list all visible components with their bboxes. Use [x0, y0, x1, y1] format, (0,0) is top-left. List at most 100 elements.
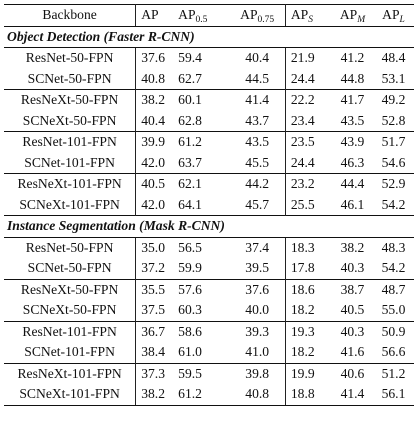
- header-ap: AP: [135, 4, 175, 27]
- header-row: Backbone AP AP0.5 AP0.75 APS APM APL: [4, 4, 414, 27]
- cell-ap75: 39.5: [229, 258, 286, 279]
- table-row: ResNeXt-50-FPN 35.5 57.6 37.6 18.6 38.7 48.7: [4, 278, 414, 300]
- cell-ap75: 41.0: [229, 342, 286, 363]
- cell-aps: 17.8: [290, 260, 315, 275]
- cell-ap75: 40.4: [229, 47, 286, 69]
- header-apm-base: AP: [339, 7, 358, 22]
- cell-ap: 40.5: [135, 173, 175, 195]
- cell-apl: 52.8: [381, 112, 406, 128]
- cell-ap50: 64.1: [178, 196, 202, 212]
- table-row: SCNet-50-FPN 37.2 59.9 39.5 17.8 40.3 54.2: [4, 258, 414, 279]
- cell-ap: 37.2: [141, 260, 165, 275]
- cell-apm: 41.2: [340, 50, 365, 65]
- cell-apl: 53.1: [381, 70, 406, 86]
- header-apl-sub: L: [399, 15, 405, 25]
- cell-ap: 42.0: [141, 154, 165, 170]
- table-row: ResNeXt-101-FPN 37.3 59.5 39.8 19.9 40.6 51.2: [4, 362, 414, 384]
- header-apm: APM: [331, 4, 373, 27]
- cell-apl: 50.9: [372, 320, 414, 342]
- cell-backbone: SCNeXt-101-FPN: [4, 384, 137, 406]
- table-row: SCNeXt-50-FPN 40.4 62.8 43.7 23.4 43.5 52.8: [4, 110, 414, 132]
- cell-ap75: 43.7: [229, 110, 286, 132]
- table-row: SCNeXt-101-FPN 38.2 61.2 40.8 18.8 41.4 56.1: [4, 384, 414, 406]
- cell-backbone: ResNeXt-50-FPN: [4, 89, 137, 111]
- header-ap50-sub: 0.5: [195, 15, 208, 25]
- cell-backbone: SCNeXt-50-FPN: [4, 300, 137, 321]
- table-row: SCNet-101-FPN 42.0 63.7 45.5 24.4 46.3 54.6: [4, 152, 414, 174]
- cell-backbone: SCNeXt-50-FPN: [4, 110, 137, 132]
- cell-ap: 40.4: [141, 112, 165, 128]
- cell-ap75: 37.4: [229, 237, 286, 258]
- section-header: Object Detection (Faster R-CNN): [4, 25, 414, 48]
- cell-backbone: ResNeXt-50-FPN: [4, 278, 137, 300]
- cell-apm: 41.4: [331, 384, 373, 406]
- header-ap75-base: AP: [240, 7, 258, 22]
- cell-aps: 18.2: [290, 302, 315, 317]
- cell-aps: 21.9: [290, 50, 315, 65]
- cell-ap: 35.5: [135, 278, 175, 300]
- cell-ap: 39.9: [135, 131, 175, 153]
- table-row: SCNet-101-FPN 38.4 61.0 41.0 18.2 41.6 56.6: [4, 342, 414, 363]
- cell-ap75: 45.5: [229, 152, 286, 174]
- cell-ap50: 60.3: [178, 302, 202, 317]
- cell-ap50: 56.5: [178, 239, 202, 255]
- header-ap50-base: AP: [178, 7, 196, 22]
- cell-apm: 38.2: [340, 239, 365, 255]
- cell-aps: 24.4: [290, 154, 315, 170]
- cell-aps: 19.9: [285, 362, 332, 384]
- table-header: Backbone AP AP0.5 AP0.75 APS APM APL: [4, 4, 414, 27]
- cell-aps: 23.5: [285, 131, 332, 153]
- cell-backbone: SCNet-50-FPN: [4, 68, 137, 90]
- cell-apl: 48.4: [381, 50, 406, 65]
- section-title: Object Detection (Faster R-CNN): [4, 25, 414, 48]
- section-title: Instance Segmentation (Mask R-CNN): [4, 215, 414, 238]
- header-ap50: AP0.5: [174, 4, 230, 27]
- cell-ap50: 59.4: [178, 50, 202, 65]
- cell-ap75: 40.8: [229, 384, 286, 406]
- cell-aps: 25.5: [290, 196, 315, 212]
- cell-apl: 54.6: [381, 154, 406, 170]
- cell-ap50: 62.8: [178, 112, 202, 128]
- cell-ap: 40.8: [141, 70, 165, 86]
- cell-ap75: 39.3: [229, 320, 286, 342]
- cell-ap75: 40.0: [229, 300, 286, 321]
- cell-aps: 19.3: [285, 320, 332, 342]
- cell-apl: 56.6: [381, 344, 406, 359]
- cell-ap50: 57.6: [174, 278, 230, 300]
- cell-aps: 18.3: [290, 239, 315, 255]
- table-row: ResNet-50-FPN 35.0 56.5 37.4 18.3 38.2 48.3: [4, 237, 414, 258]
- cell-ap: 37.3: [135, 362, 175, 384]
- cell-backbone: ResNet-101-FPN: [4, 131, 137, 153]
- cell-ap50: 62.7: [178, 70, 202, 86]
- cell-ap75: 39.8: [229, 362, 286, 384]
- header-ap75-sub: 0.75: [257, 15, 275, 25]
- cell-ap50: 59.9: [178, 260, 202, 275]
- table-row: ResNeXt-101-FPN 40.5 62.1 44.2 23.2 44.4 52.9: [4, 173, 414, 195]
- table-row: ResNet-101-FPN 36.7 58.6 39.3 19.3 40.3 50.9: [4, 320, 414, 342]
- cell-apl: 52.9: [372, 173, 414, 195]
- cell-backbone: ResNet-101-FPN: [4, 320, 137, 342]
- cell-aps: 22.2: [285, 89, 332, 111]
- cell-ap: 35.0: [141, 239, 165, 255]
- cell-ap: 37.6: [141, 50, 165, 65]
- cell-apl: 48.3: [381, 239, 406, 255]
- cell-ap: 38.2: [135, 89, 175, 111]
- cell-apm: 44.8: [340, 70, 365, 86]
- cell-backbone: SCNet-50-FPN: [4, 258, 137, 279]
- cell-apl: 55.0: [381, 302, 406, 317]
- cell-apm: 40.6: [331, 362, 373, 384]
- cell-apm: 40.5: [340, 302, 365, 317]
- cell-aps: 18.6: [285, 278, 332, 300]
- cell-apm: 46.1: [340, 196, 365, 212]
- table-row: SCNeXt-101-FPN 42.0 64.1 45.7 25.5 46.1 54.2: [4, 194, 414, 216]
- cell-ap75: 45.7: [229, 194, 286, 216]
- cell-ap50: 61.2: [174, 131, 230, 153]
- header-backbone: Backbone: [4, 4, 137, 27]
- table-row: ResNet-50-FPN 37.6 59.4 40.4 21.9 41.2 48.4: [4, 47, 414, 69]
- cell-ap50: 59.5: [174, 362, 230, 384]
- cell-apl: 56.1: [372, 384, 414, 406]
- cell-ap75: 43.5: [229, 131, 286, 153]
- cell-ap75: 44.5: [229, 68, 286, 90]
- cell-ap50: 60.1: [174, 89, 230, 111]
- results-table-container: Backbone AP AP0.5 AP0.75 APS APM APL Obj…: [4, 4, 414, 406]
